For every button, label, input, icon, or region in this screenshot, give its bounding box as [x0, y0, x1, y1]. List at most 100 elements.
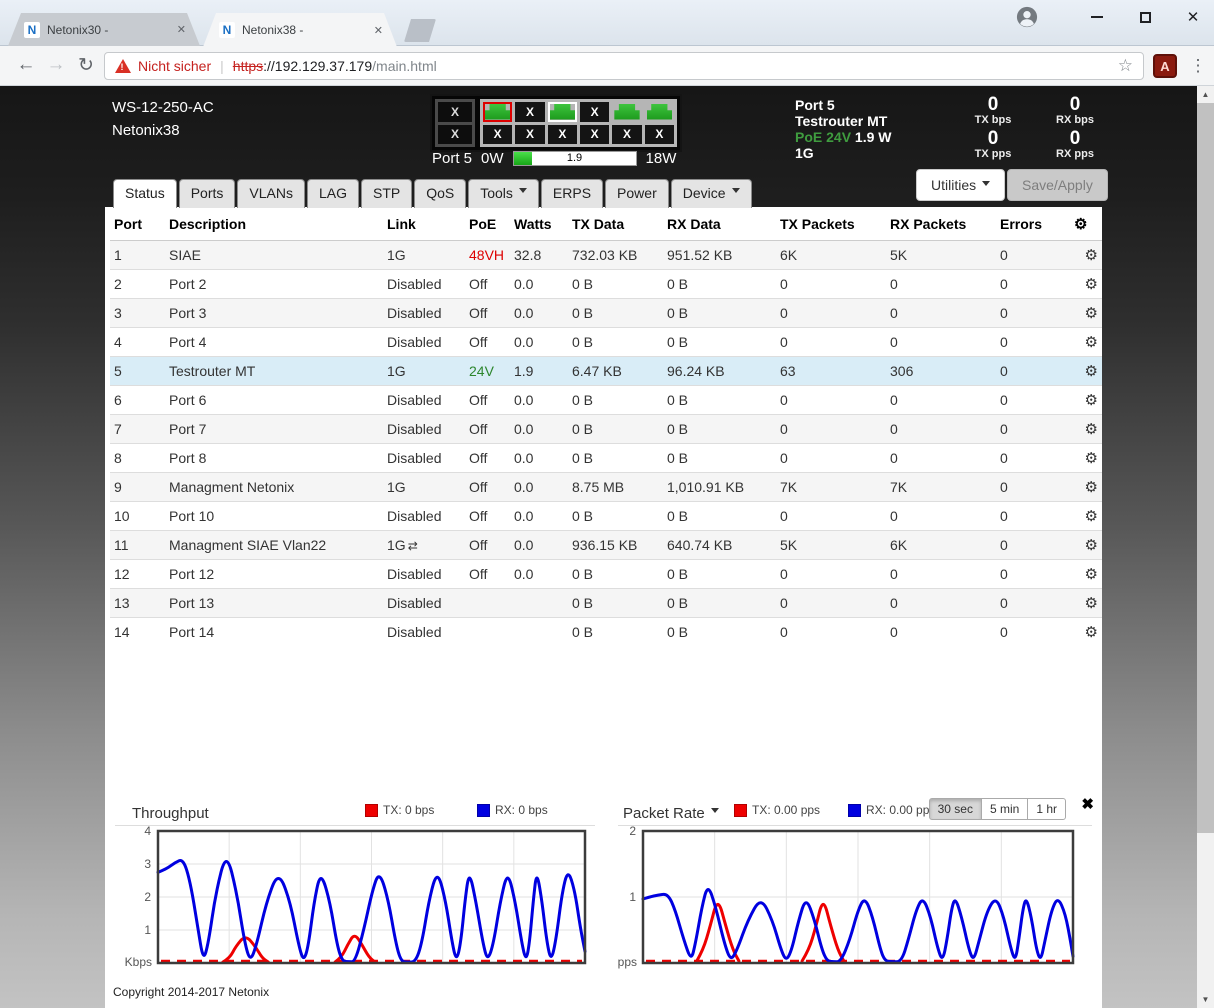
selected-port-stats: 0 TX bps 0 RX bps 0 TX pps 0 RX pps [952, 95, 1116, 160]
cell-port: 1 [110, 240, 165, 270]
port-5-indicator[interactable] [547, 102, 577, 122]
tab-lag[interactable]: LAG [306, 179, 359, 208]
range-30sec-button[interactable]: 30 sec [928, 798, 982, 820]
cell-rx-packets: 306 [886, 356, 996, 386]
port-settings-gear-icon[interactable]: ⚙ [1070, 559, 1102, 589]
address-bar[interactable]: ! Nicht sicher | https ://192.129.37.179… [104, 52, 1144, 80]
port-13-indicator[interactable]: X [438, 102, 472, 122]
tab-qos[interactable]: QoS [414, 179, 467, 208]
main-nav: Status Ports VLANs LAG STP QoS Tools ERPS Power D… [113, 179, 752, 208]
bookmark-star-icon[interactable]: ☆ [1117, 56, 1133, 75]
range-1hr-button[interactable]: 1 hr [1027, 798, 1066, 820]
cell-watts: 0.0 [510, 327, 568, 357]
port-3-indicator[interactable]: X [515, 102, 545, 122]
cell-port: 3 [110, 298, 165, 328]
chart-close-icon[interactable]: ✖ [1081, 796, 1094, 813]
port-10-indicator[interactable]: X [612, 124, 642, 144]
scrollbar-thumb[interactable] [1197, 103, 1214, 833]
tab-device[interactable]: Device [670, 179, 752, 208]
port-1-indicator[interactable] [483, 102, 513, 122]
power-bar-min: 0W [481, 150, 504, 167]
window-maximize-button[interactable] [1134, 6, 1156, 28]
browser-tab-netonix30[interactable]: N Netonix30 - ✕ [8, 13, 200, 46]
port-12-indicator[interactable]: X [644, 124, 674, 144]
port-4-indicator[interactable]: X [515, 124, 545, 144]
scrollbar-down-icon[interactable]: ▼ [1197, 991, 1214, 1008]
port-settings-gear-icon[interactable]: ⚙ [1070, 356, 1102, 386]
back-icon[interactable]: ← [16, 54, 36, 75]
tab-status[interactable]: Status [113, 179, 177, 208]
tab-vlans[interactable]: VLANs [237, 179, 305, 208]
save-apply-button[interactable]: Save/Apply [1007, 169, 1108, 201]
table-settings-gear-icon[interactable]: ⚙ [1070, 208, 1102, 241]
tab-tools[interactable]: Tools [468, 179, 539, 208]
port-settings-gear-icon[interactable]: ⚙ [1070, 414, 1102, 444]
tab-close-icon[interactable]: ✕ [176, 24, 186, 36]
port-settings-gear-icon[interactable]: ⚙ [1070, 472, 1102, 502]
tab-erps[interactable]: ERPS [540, 179, 604, 208]
cell-rx-data: 1,010.91 KB [663, 472, 776, 502]
profile-icon[interactable] [1016, 6, 1038, 28]
tab-ports[interactable]: Ports [178, 179, 236, 208]
port-settings-gear-icon[interactable]: ⚙ [1070, 588, 1102, 618]
port-settings-gear-icon[interactable]: ⚙ [1070, 269, 1102, 299]
port-14-indicator[interactable]: X [438, 124, 472, 144]
port-settings-gear-icon[interactable]: ⚙ [1070, 385, 1102, 415]
tab-power[interactable]: Power [605, 179, 669, 208]
reload-icon[interactable]: ↻ [78, 54, 94, 76]
cell-link: Disabled [383, 385, 465, 415]
utilities-button[interactable]: Utilities [916, 169, 1006, 201]
forward-icon[interactable]: → [46, 54, 66, 75]
cell-description: Port 6 [165, 385, 383, 415]
port-settings-gear-icon[interactable]: ⚙ [1070, 617, 1102, 646]
power-bar-port-label: Port 5 [432, 150, 473, 167]
adobe-extension-icon[interactable]: A [1153, 54, 1177, 78]
security-warning-text[interactable]: Nicht sicher [138, 58, 212, 74]
tab-stp[interactable]: STP [360, 179, 413, 208]
port-row-5[interactable]: 5 Testrouter MT 1G 24V 1.9 6.47 KB 96.24 KB 63 3… [110, 356, 1102, 386]
port-9-indicator[interactable] [612, 102, 641, 122]
security-warning-icon[interactable]: ! [115, 59, 131, 73]
tab-close-icon[interactable]: ✕ [373, 24, 383, 37]
port-7-indicator[interactable]: X [579, 102, 610, 122]
device-identity: WS-12-250-AC Netonix38 [112, 96, 214, 142]
col-header-watts: Watts [510, 208, 568, 241]
window-close-button[interactable]: ✕ [1186, 9, 1200, 26]
svg-text:4: 4 [144, 826, 151, 838]
port-8-indicator[interactable]: X [579, 124, 610, 144]
range-5min-button[interactable]: 5 min [980, 798, 1029, 820]
port-row-9[interactable]: 9 Managment Netonix 1G Off 0.0 8.75 MB 1,010.9… [110, 472, 1102, 502]
port-2-indicator[interactable]: X [483, 124, 513, 144]
cell-watts: 0.0 [510, 472, 568, 502]
port-settings-gear-icon[interactable]: ⚙ [1070, 443, 1102, 473]
svg-text:2: 2 [629, 826, 636, 838]
page-scrollbar[interactable]: ▲ ▼ [1197, 86, 1214, 1008]
port-row-11[interactable]: 11 Managment SIAE Vlan22 1G ⇄ Off 0.0 936.15 K… [110, 530, 1102, 560]
new-tab-button[interactable] [404, 19, 436, 42]
port-settings-gear-icon[interactable]: ⚙ [1070, 327, 1102, 357]
browser-tab-netonix38[interactable]: N Netonix38 - ✕ [203, 13, 397, 47]
port-settings-gear-icon[interactable]: ⚙ [1070, 240, 1102, 270]
chart-title-dropdown[interactable]: Packet Rate [623, 805, 719, 822]
port-6-indicator[interactable]: X [547, 124, 577, 144]
port-settings-gear-icon[interactable]: ⚙ [1070, 298, 1102, 328]
window-minimize-button[interactable] [1086, 6, 1108, 28]
scrollbar-up-icon[interactable]: ▲ [1197, 86, 1214, 103]
port-row-1[interactable]: 1 SIAE 1G 48VH 32.8 732.03 KB 951.52 KB 6K 5K 0 ⚙ [110, 240, 1102, 270]
port-11-indicator[interactable] [645, 102, 674, 122]
port-settings-gear-icon[interactable]: ⚙ [1070, 501, 1102, 531]
browser-menu-icon[interactable]: ⋮ [1189, 56, 1207, 75]
cell-rx-packets: 5K [886, 240, 996, 270]
port-settings-gear-icon[interactable]: ⚙ [1070, 530, 1102, 560]
cell-rx-data: 96.24 KB [663, 356, 776, 386]
